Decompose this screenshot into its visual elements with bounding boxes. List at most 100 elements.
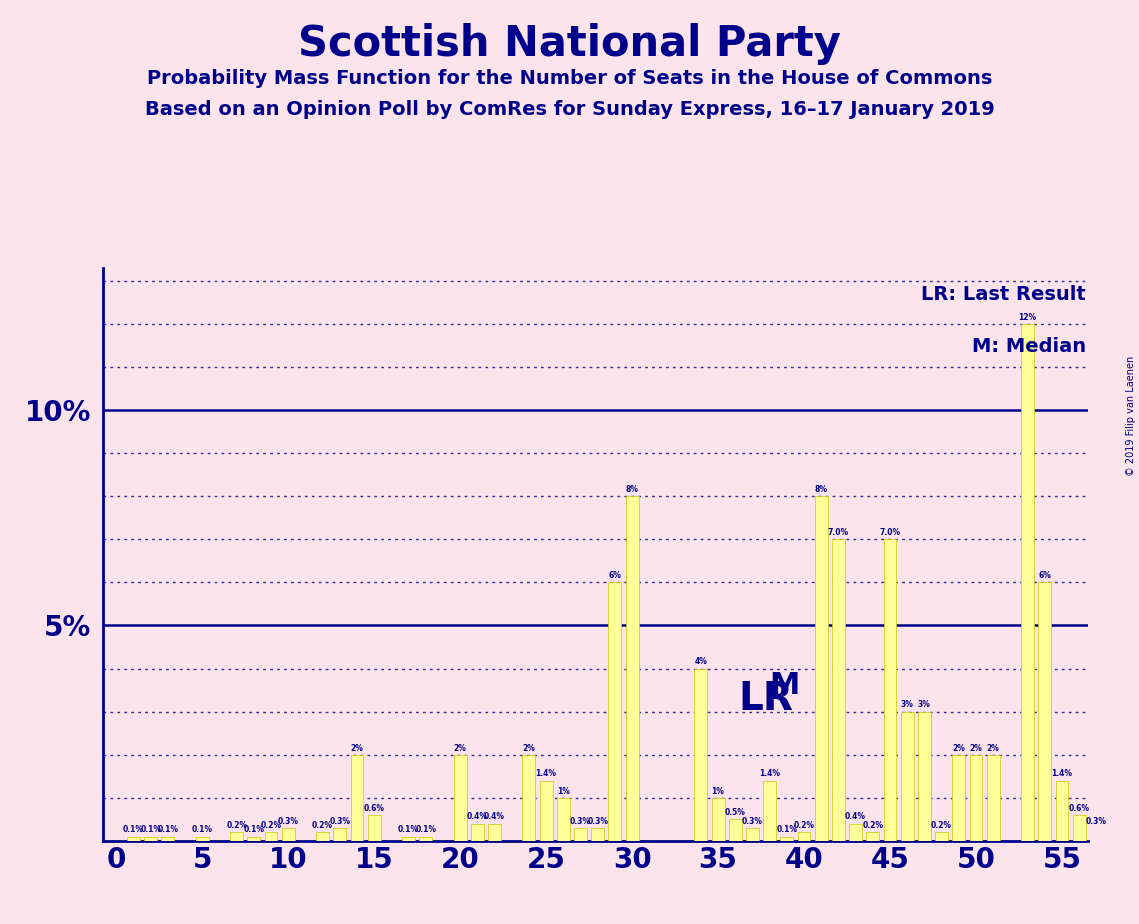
Bar [918,711,931,841]
Bar [470,823,484,841]
Text: M: Median: M: Median [972,336,1085,356]
Text: 1%: 1% [712,786,724,796]
Text: 0.4%: 0.4% [484,812,505,821]
Bar [351,755,363,841]
Bar [574,828,587,841]
Bar [797,833,811,841]
Bar [145,836,157,841]
Bar [884,540,896,841]
Text: 3%: 3% [901,700,913,710]
Bar [523,755,535,841]
Bar [162,836,174,841]
Text: 0.2%: 0.2% [312,821,333,830]
Bar [453,755,467,841]
Bar [1090,828,1103,841]
Bar [952,755,965,841]
Text: 2%: 2% [351,744,363,752]
Bar [540,781,552,841]
Text: 12%: 12% [1018,313,1036,322]
Text: 7.0%: 7.0% [879,529,901,537]
Text: 1%: 1% [557,786,570,796]
Text: 6%: 6% [1039,571,1051,580]
Bar [729,820,741,841]
Bar [264,833,278,841]
Text: 2%: 2% [952,744,965,752]
Bar [780,836,793,841]
Bar [419,836,432,841]
Text: 2%: 2% [969,744,983,752]
Bar [196,836,208,841]
Text: 0.1%: 0.1% [244,825,264,834]
Text: 0.1%: 0.1% [777,825,797,834]
Bar [230,833,243,841]
Bar [1022,324,1034,841]
Text: 0.4%: 0.4% [467,812,487,821]
Bar [695,669,707,841]
Text: 0.1%: 0.1% [123,825,144,834]
Text: 0.1%: 0.1% [416,825,436,834]
Text: 1.4%: 1.4% [760,770,780,778]
Text: LR: LR [739,680,794,718]
Text: 1.4%: 1.4% [535,770,557,778]
Text: 4%: 4% [695,657,707,666]
Text: 0.2%: 0.2% [862,821,884,830]
Bar [969,755,983,841]
Text: 2%: 2% [523,744,535,752]
Text: 8%: 8% [814,485,828,494]
Text: LR: Last Result: LR: Last Result [921,286,1085,304]
Text: 2%: 2% [986,744,1000,752]
Text: Probability Mass Function for the Number of Seats in the House of Commons: Probability Mass Function for the Number… [147,69,992,89]
Bar [128,836,140,841]
Text: 0.2%: 0.2% [261,821,281,830]
Text: 0.2%: 0.2% [931,821,952,830]
Bar [850,823,862,841]
Bar [317,833,329,841]
Text: 0.1%: 0.1% [398,825,419,834]
Bar [402,836,415,841]
Text: 0.6%: 0.6% [1068,804,1090,813]
Bar [334,828,346,841]
Text: 6%: 6% [608,571,622,580]
Bar [746,828,759,841]
Bar [986,755,1000,841]
Text: 0.1%: 0.1% [140,825,161,834]
Text: © 2019 Filip van Laenen: © 2019 Filip van Laenen [1126,356,1136,476]
Text: M: M [770,671,800,700]
Bar [591,828,604,841]
Bar [763,781,776,841]
Bar [867,833,879,841]
Bar [489,823,501,841]
Text: 0.3%: 0.3% [741,817,763,826]
Text: 0.3%: 0.3% [570,817,591,826]
Text: 0.4%: 0.4% [845,812,866,821]
Text: 0.2%: 0.2% [794,821,814,830]
Text: 0.3%: 0.3% [588,817,608,826]
Text: 0.3%: 0.3% [278,817,298,826]
Bar [625,496,639,841]
Bar [281,828,295,841]
Bar [557,797,570,841]
Text: Scottish National Party: Scottish National Party [298,23,841,65]
Text: 0.1%: 0.1% [191,825,213,834]
Text: 0.3%: 0.3% [329,817,351,826]
Bar [1056,781,1068,841]
Bar [1073,815,1085,841]
Bar [935,833,948,841]
Text: Based on an Opinion Poll by ComRes for Sunday Express, 16–17 January 2019: Based on an Opinion Poll by ComRes for S… [145,100,994,119]
Bar [712,797,724,841]
Text: 8%: 8% [625,485,639,494]
Bar [814,496,828,841]
Text: 7.0%: 7.0% [828,529,849,537]
Bar [831,540,845,841]
Text: 0.1%: 0.1% [157,825,179,834]
Text: 0.6%: 0.6% [363,804,385,813]
Text: 0.5%: 0.5% [724,808,746,817]
Text: 0.2%: 0.2% [227,821,247,830]
Bar [608,582,622,841]
Text: 0.3%: 0.3% [1085,817,1107,826]
Text: 1.4%: 1.4% [1051,770,1073,778]
Bar [1039,582,1051,841]
Bar [368,815,380,841]
Text: 2%: 2% [453,744,467,752]
Text: 3%: 3% [918,700,931,710]
